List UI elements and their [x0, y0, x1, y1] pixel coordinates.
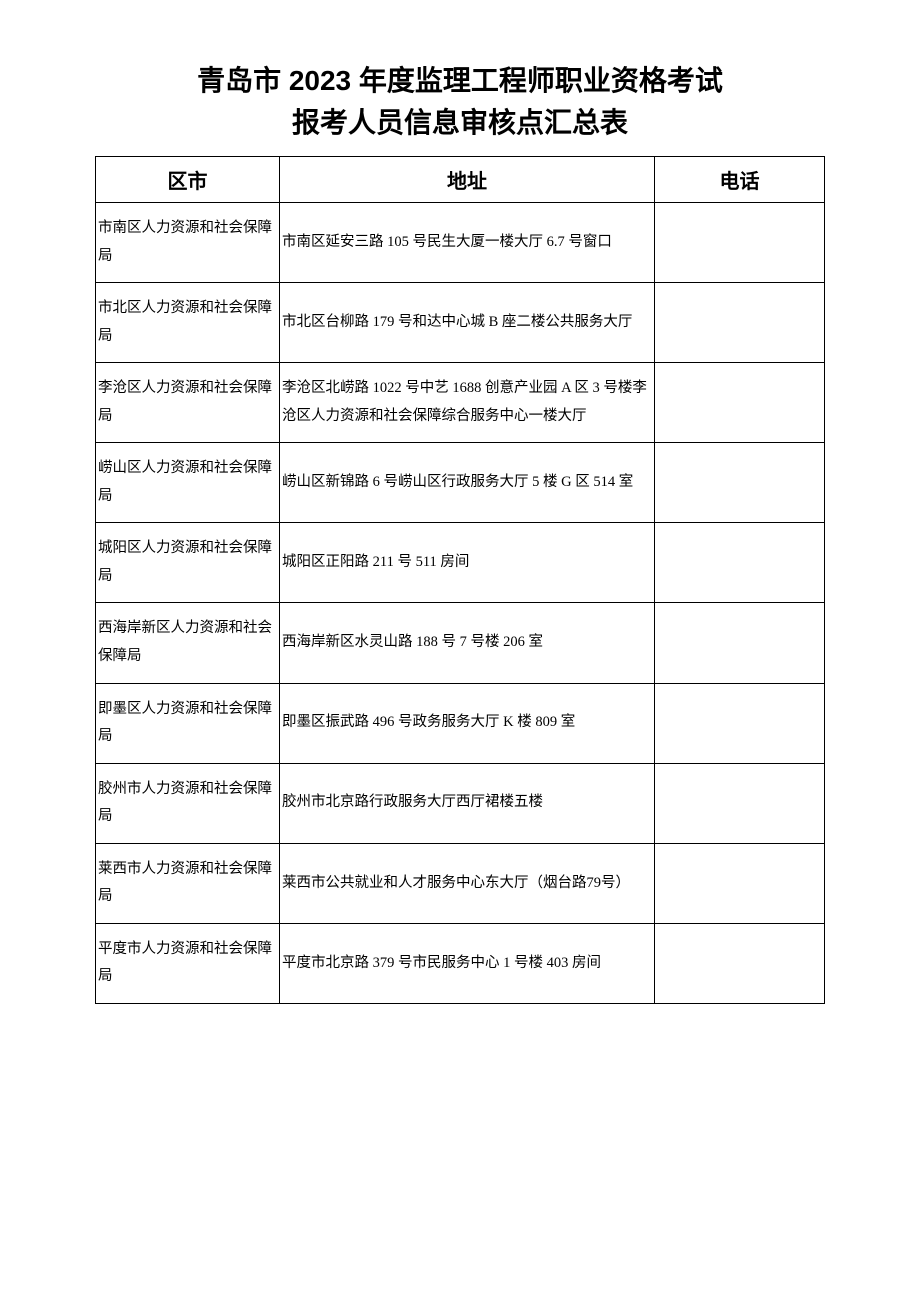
table-row: 市南区人力资源和社会保障局 市南区延安三路 105 号民生大厦一楼大厅 6.7 … — [96, 203, 825, 283]
col-header-phone: 电话 — [655, 157, 825, 203]
cell-address: 平度市北京路 379 号市民服务中心 1 号楼 403 房间 — [280, 923, 655, 1003]
table-row: 崂山区人力资源和社会保障局 崂山区新锦路 6 号崂山区行政服务大厅 5 楼 G … — [96, 443, 825, 523]
table-header-row: 区市 地址 电话 — [96, 157, 825, 203]
title-line-1: 青岛市 2023 年度监理工程师职业资格考试 — [95, 60, 825, 102]
document-page: 青岛市 2023 年度监理工程师职业资格考试 报考人员信息审核点汇总表 区市 地… — [0, 0, 920, 1104]
table-row: 平度市人力资源和社会保障局 平度市北京路 379 号市民服务中心 1 号楼 40… — [96, 923, 825, 1003]
table-row: 城阳区人力资源和社会保障局 城阳区正阳路 211 号 511 房间 — [96, 523, 825, 603]
cell-district: 李沧区人力资源和社会保障局 — [96, 363, 280, 443]
table-row: 李沧区人力资源和社会保障局 李沧区北崂路 1022 号中艺 1688 创意产业园… — [96, 363, 825, 443]
cell-address: 胶州市北京路行政服务大厅西厅裙楼五楼 — [280, 763, 655, 843]
cell-phone — [655, 363, 825, 443]
cell-phone — [655, 603, 825, 683]
cell-address: 崂山区新锦路 6 号崂山区行政服务大厅 5 楼 G 区 514 室 — [280, 443, 655, 523]
cell-district: 胶州市人力资源和社会保障局 — [96, 763, 280, 843]
title-line-2: 报考人员信息审核点汇总表 — [95, 102, 825, 144]
cell-address: 即墨区振武路 496 号政务服务大厅 K 楼 809 室 — [280, 683, 655, 763]
cell-address: 西海岸新区水灵山路 188 号 7 号楼 206 室 — [280, 603, 655, 683]
table-row: 西海岸新区人力资源和社会保障局 西海岸新区水灵山路 188 号 7 号楼 206… — [96, 603, 825, 683]
cell-district: 崂山区人力资源和社会保障局 — [96, 443, 280, 523]
cell-district: 即墨区人力资源和社会保障局 — [96, 683, 280, 763]
cell-address: 市南区延安三路 105 号民生大厦一楼大厅 6.7 号窗口 — [280, 203, 655, 283]
cell-phone — [655, 523, 825, 603]
cell-address: 城阳区正阳路 211 号 511 房间 — [280, 523, 655, 603]
cell-district: 市南区人力资源和社会保障局 — [96, 203, 280, 283]
cell-phone — [655, 443, 825, 523]
cell-district: 莱西市人力资源和社会保障局 — [96, 843, 280, 923]
cell-district: 城阳区人力资源和社会保障局 — [96, 523, 280, 603]
col-header-district: 区市 — [96, 157, 280, 203]
cell-phone — [655, 283, 825, 363]
cell-phone — [655, 683, 825, 763]
table-row: 胶州市人力资源和社会保障局 胶州市北京路行政服务大厅西厅裙楼五楼 — [96, 763, 825, 843]
cell-phone — [655, 763, 825, 843]
cell-district: 平度市人力资源和社会保障局 — [96, 923, 280, 1003]
cell-district: 市北区人力资源和社会保障局 — [96, 283, 280, 363]
cell-phone — [655, 203, 825, 283]
cell-phone — [655, 923, 825, 1003]
page-title: 青岛市 2023 年度监理工程师职业资格考试 报考人员信息审核点汇总表 — [95, 60, 825, 144]
table-row: 市北区人力资源和社会保障局 市北区台柳路 179 号和达中心城 B 座二楼公共服… — [96, 283, 825, 363]
cell-address: 市北区台柳路 179 号和达中心城 B 座二楼公共服务大厅 — [280, 283, 655, 363]
table-row: 莱西市人力资源和社会保障局 莱西市公共就业和人才服务中心东大厅（烟台路79号） — [96, 843, 825, 923]
col-header-address: 地址 — [280, 157, 655, 203]
table-row: 即墨区人力资源和社会保障局 即墨区振武路 496 号政务服务大厅 K 楼 809… — [96, 683, 825, 763]
review-points-table: 区市 地址 电话 市南区人力资源和社会保障局 市南区延安三路 105 号民生大厦… — [95, 156, 825, 1004]
cell-address: 李沧区北崂路 1022 号中艺 1688 创意产业园 A 区 3 号楼李沧区人力… — [280, 363, 655, 443]
cell-district: 西海岸新区人力资源和社会保障局 — [96, 603, 280, 683]
cell-phone — [655, 843, 825, 923]
cell-address: 莱西市公共就业和人才服务中心东大厅（烟台路79号） — [280, 843, 655, 923]
